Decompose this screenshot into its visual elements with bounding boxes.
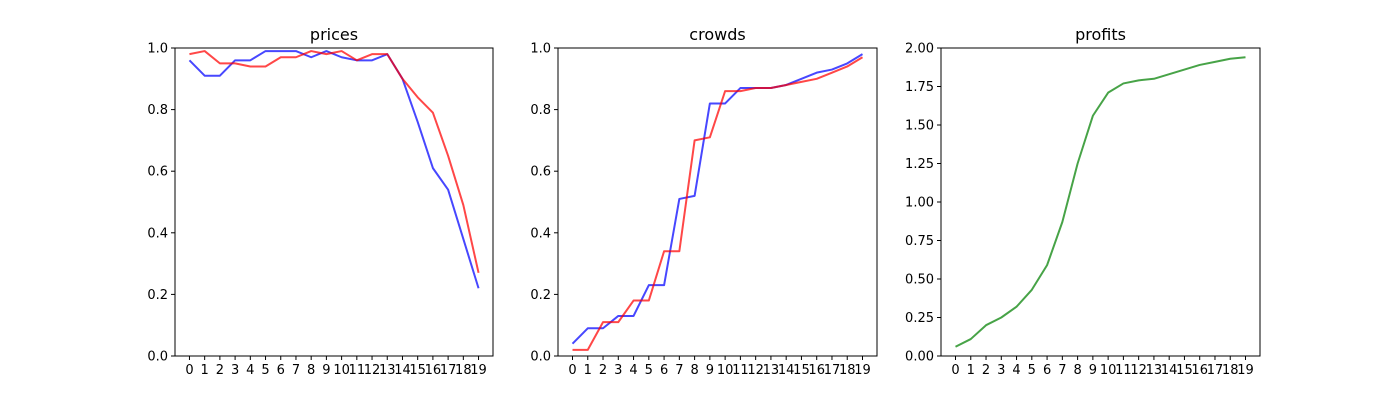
x-tick-label: 18 [455, 363, 472, 378]
x-tick-label: 16 [1191, 363, 1208, 378]
x-tick-label: 9 [706, 363, 714, 378]
x-tick-label: 10 [333, 363, 350, 378]
x-tick-label: 12 [364, 363, 381, 378]
y-tick-label: 2.00 [905, 42, 934, 57]
x-tick-label: 13 [763, 363, 780, 378]
x-tick-label: 0 [951, 363, 959, 378]
x-tick-label: 12 [1130, 363, 1147, 378]
x-tick-label: 14 [778, 363, 795, 378]
x-tick-label: 9 [322, 363, 330, 378]
series-line-0 [955, 56, 1246, 348]
x-tick-label: 13 [1146, 363, 1163, 378]
y-tick-label: 1.25 [905, 157, 934, 172]
y-tick-label: 0.4 [147, 226, 168, 241]
y-tick-label: 1.00 [905, 196, 934, 211]
x-tick-label: 14 [1161, 363, 1178, 378]
x-tick-label: 9 [1089, 363, 1097, 378]
x-tick-label: 6 [1043, 363, 1051, 378]
x-tick-label: 17 [1207, 363, 1224, 378]
x-tick-label: 3 [614, 363, 622, 378]
x-tick-label: 17 [440, 363, 457, 378]
y-tick-label: 0.8 [530, 103, 551, 118]
x-tick-label: 19 [854, 363, 871, 378]
x-tick-label: 7 [292, 363, 300, 378]
x-tick-label: 13 [379, 363, 396, 378]
x-tick-label: 8 [690, 363, 698, 378]
y-tick-label: 1.0 [530, 42, 551, 57]
x-tick-label: 3 [997, 363, 1005, 378]
x-tick-label: 6 [660, 363, 668, 378]
x-tick-label: 5 [645, 363, 653, 378]
x-tick-label: 2 [216, 363, 224, 378]
x-tick-label: 12 [747, 363, 764, 378]
y-tick-label: 0.2 [530, 288, 551, 303]
y-tick-label: 1.75 [905, 80, 934, 95]
axes-frame [940, 47, 1261, 357]
y-tick-label: 0.6 [147, 165, 168, 180]
x-tick-label: 3 [231, 363, 239, 378]
y-tick-label: 0.6 [530, 165, 551, 180]
x-tick-label: 11 [349, 363, 366, 378]
subplot-prices: prices 0 1 2 3 4 5 6 7 8 9 101112131415161718190.0… [147, 25, 494, 378]
x-tick-label: 19 [470, 363, 487, 378]
x-tick-label: 8 [1073, 363, 1081, 378]
y-tick-label: 0.0 [147, 350, 168, 365]
x-tick-label: 19 [1237, 363, 1254, 378]
y-tick-label: 0.4 [530, 226, 551, 241]
x-tick-label: 16 [808, 363, 825, 378]
x-tick-label: 4 [1012, 363, 1020, 378]
x-tick-label: 4 [629, 363, 637, 378]
x-tick-label: 10 [1100, 363, 1117, 378]
y-tick-label: 1.0 [147, 42, 168, 57]
axes-frame [174, 47, 494, 357]
x-tick-label: 8 [307, 363, 315, 378]
x-tick-label: 14 [394, 363, 411, 378]
series-line-0 [188, 50, 480, 289]
y-tick-label: 0.00 [905, 350, 934, 365]
axes-frame [557, 47, 878, 357]
subplot-title: profits [1075, 25, 1126, 44]
x-tick-label: 16 [425, 363, 442, 378]
series-line-1 [572, 56, 864, 351]
y-tick-label: 0.0 [530, 350, 551, 365]
x-tick-label: 0 [185, 363, 193, 378]
y-tick-label: 0.50 [905, 273, 934, 288]
x-tick-label: 1 [584, 363, 592, 378]
x-tick-label: 1 [967, 363, 975, 378]
series-line-1 [189, 50, 480, 274]
x-tick-label: 5 [1028, 363, 1036, 378]
x-tick-label: 10 [717, 363, 734, 378]
x-tick-label: 18 [1222, 363, 1239, 378]
x-tick-label: 18 [839, 363, 856, 378]
subplot-profits: profits 0 1 2 3 4 5 6 7 8 9 101112131415161718190.… [905, 25, 1261, 378]
series-line-0 [571, 53, 864, 345]
x-tick-label: 2 [982, 363, 990, 378]
x-tick-label: 11 [1115, 363, 1132, 378]
y-tick-label: 0.25 [905, 311, 934, 326]
x-tick-label: 5 [261, 363, 269, 378]
x-tick-label: 6 [277, 363, 285, 378]
subplot-title: crowds [689, 25, 745, 44]
x-tick-label: 2 [599, 363, 607, 378]
y-tick-label: 0.2 [147, 288, 168, 303]
y-tick-label: 1.50 [905, 119, 934, 134]
x-tick-label: 15 [409, 363, 426, 378]
x-tick-label: 11 [732, 363, 749, 378]
x-tick-label: 15 [793, 363, 810, 378]
x-tick-label: 17 [824, 363, 841, 378]
x-tick-label: 7 [1058, 363, 1066, 378]
x-tick-label: 1 [201, 363, 209, 378]
subplot-title: prices [310, 25, 358, 44]
x-tick-label: 15 [1176, 363, 1193, 378]
subplot-crowds: crowds 0 1 2 3 4 5 6 7 8 9 101112131415161718190.0… [530, 25, 878, 378]
x-tick-label: 0 [568, 363, 576, 378]
y-tick-label: 0.75 [905, 234, 934, 249]
x-tick-label: 4 [246, 363, 254, 378]
y-tick-label: 0.8 [147, 103, 168, 118]
x-tick-label: 7 [675, 363, 683, 378]
